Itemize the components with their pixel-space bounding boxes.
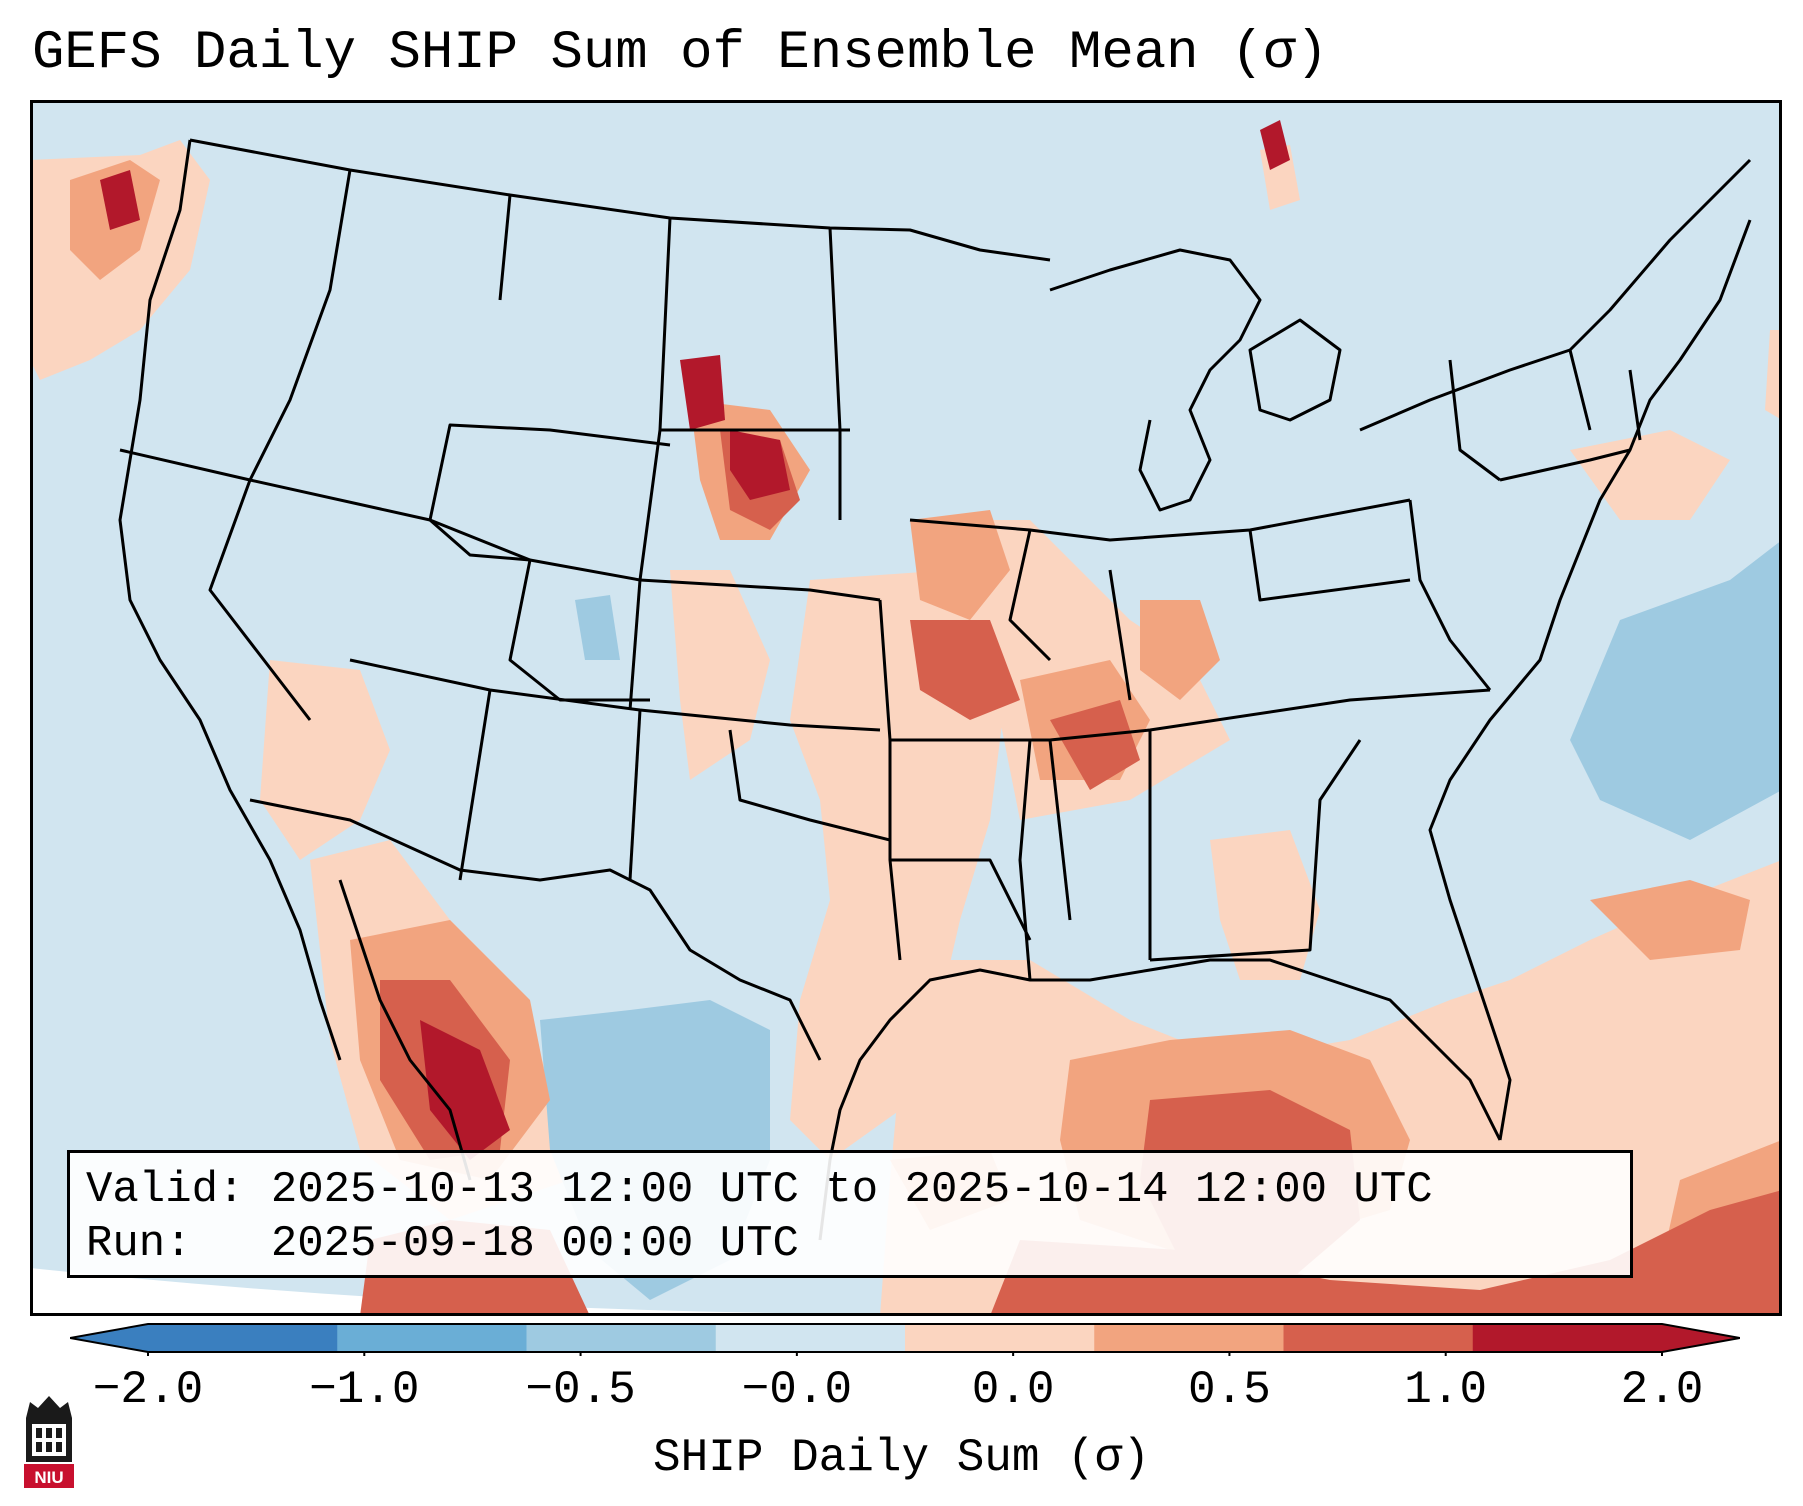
colorbar-cell xyxy=(1472,1324,1663,1352)
colorbar-tick-label: 0.0 xyxy=(971,1364,1055,1416)
chart-title: GEFS Daily SHIP Sum of Ensemble Mean (σ) xyxy=(32,23,1329,84)
colorbar-cell xyxy=(337,1324,527,1352)
colorbar-extend-high xyxy=(1662,1324,1740,1352)
colorbar-cell xyxy=(526,1324,717,1352)
colorbar-cell xyxy=(1094,1324,1284,1352)
niu-logo: NIU xyxy=(24,1396,74,1488)
colorbar-label: SHIP Daily Sum (σ) xyxy=(653,1432,1150,1484)
map-panel xyxy=(30,100,1782,1316)
colorbar-cell xyxy=(1283,1324,1474,1352)
map-boundaries xyxy=(118,138,1752,1241)
run-label: Run: xyxy=(86,1219,192,1269)
colorbar-tick-label: −2.0 xyxy=(92,1364,204,1416)
map-frame xyxy=(30,100,1782,1316)
colorbar xyxy=(70,1323,1740,1356)
colorbar-tick-label: −0.5 xyxy=(525,1364,636,1416)
valid-label: Valid: xyxy=(86,1165,245,1215)
colorbar-tick-label: −1.0 xyxy=(309,1364,420,1416)
colorbar-cell xyxy=(905,1324,1095,1352)
colorbar-extend-low xyxy=(70,1324,148,1352)
niu-logo-text: NIU xyxy=(34,1468,63,1487)
colorbar-tick-label: −0.0 xyxy=(741,1364,853,1416)
anomaly-very-high-positive xyxy=(100,120,1290,1160)
run-value: 2025-09-18 00:00 UTC xyxy=(270,1219,799,1269)
valid-value: 2025-10-13 12:00 UTC to 2025-10-14 12:00… xyxy=(270,1165,1433,1215)
colorbar-tick-label: 0.5 xyxy=(1188,1364,1271,1416)
colorbar-tick-label: 1.0 xyxy=(1404,1364,1488,1416)
colorbar-tick-labels: −2.0 −1.0 −0.5 −0.0 0.0 0.5 1.0 2.0 xyxy=(0,1362,1803,1422)
colorbar-cell xyxy=(715,1324,906,1352)
valid-run-info-box: Valid: 2025-10-13 12:00 UTC to 2025-10-1… xyxy=(67,1150,1633,1278)
colorbar-cell xyxy=(148,1324,338,1352)
colorbar-tick-label: 2.0 xyxy=(1620,1364,1704,1416)
